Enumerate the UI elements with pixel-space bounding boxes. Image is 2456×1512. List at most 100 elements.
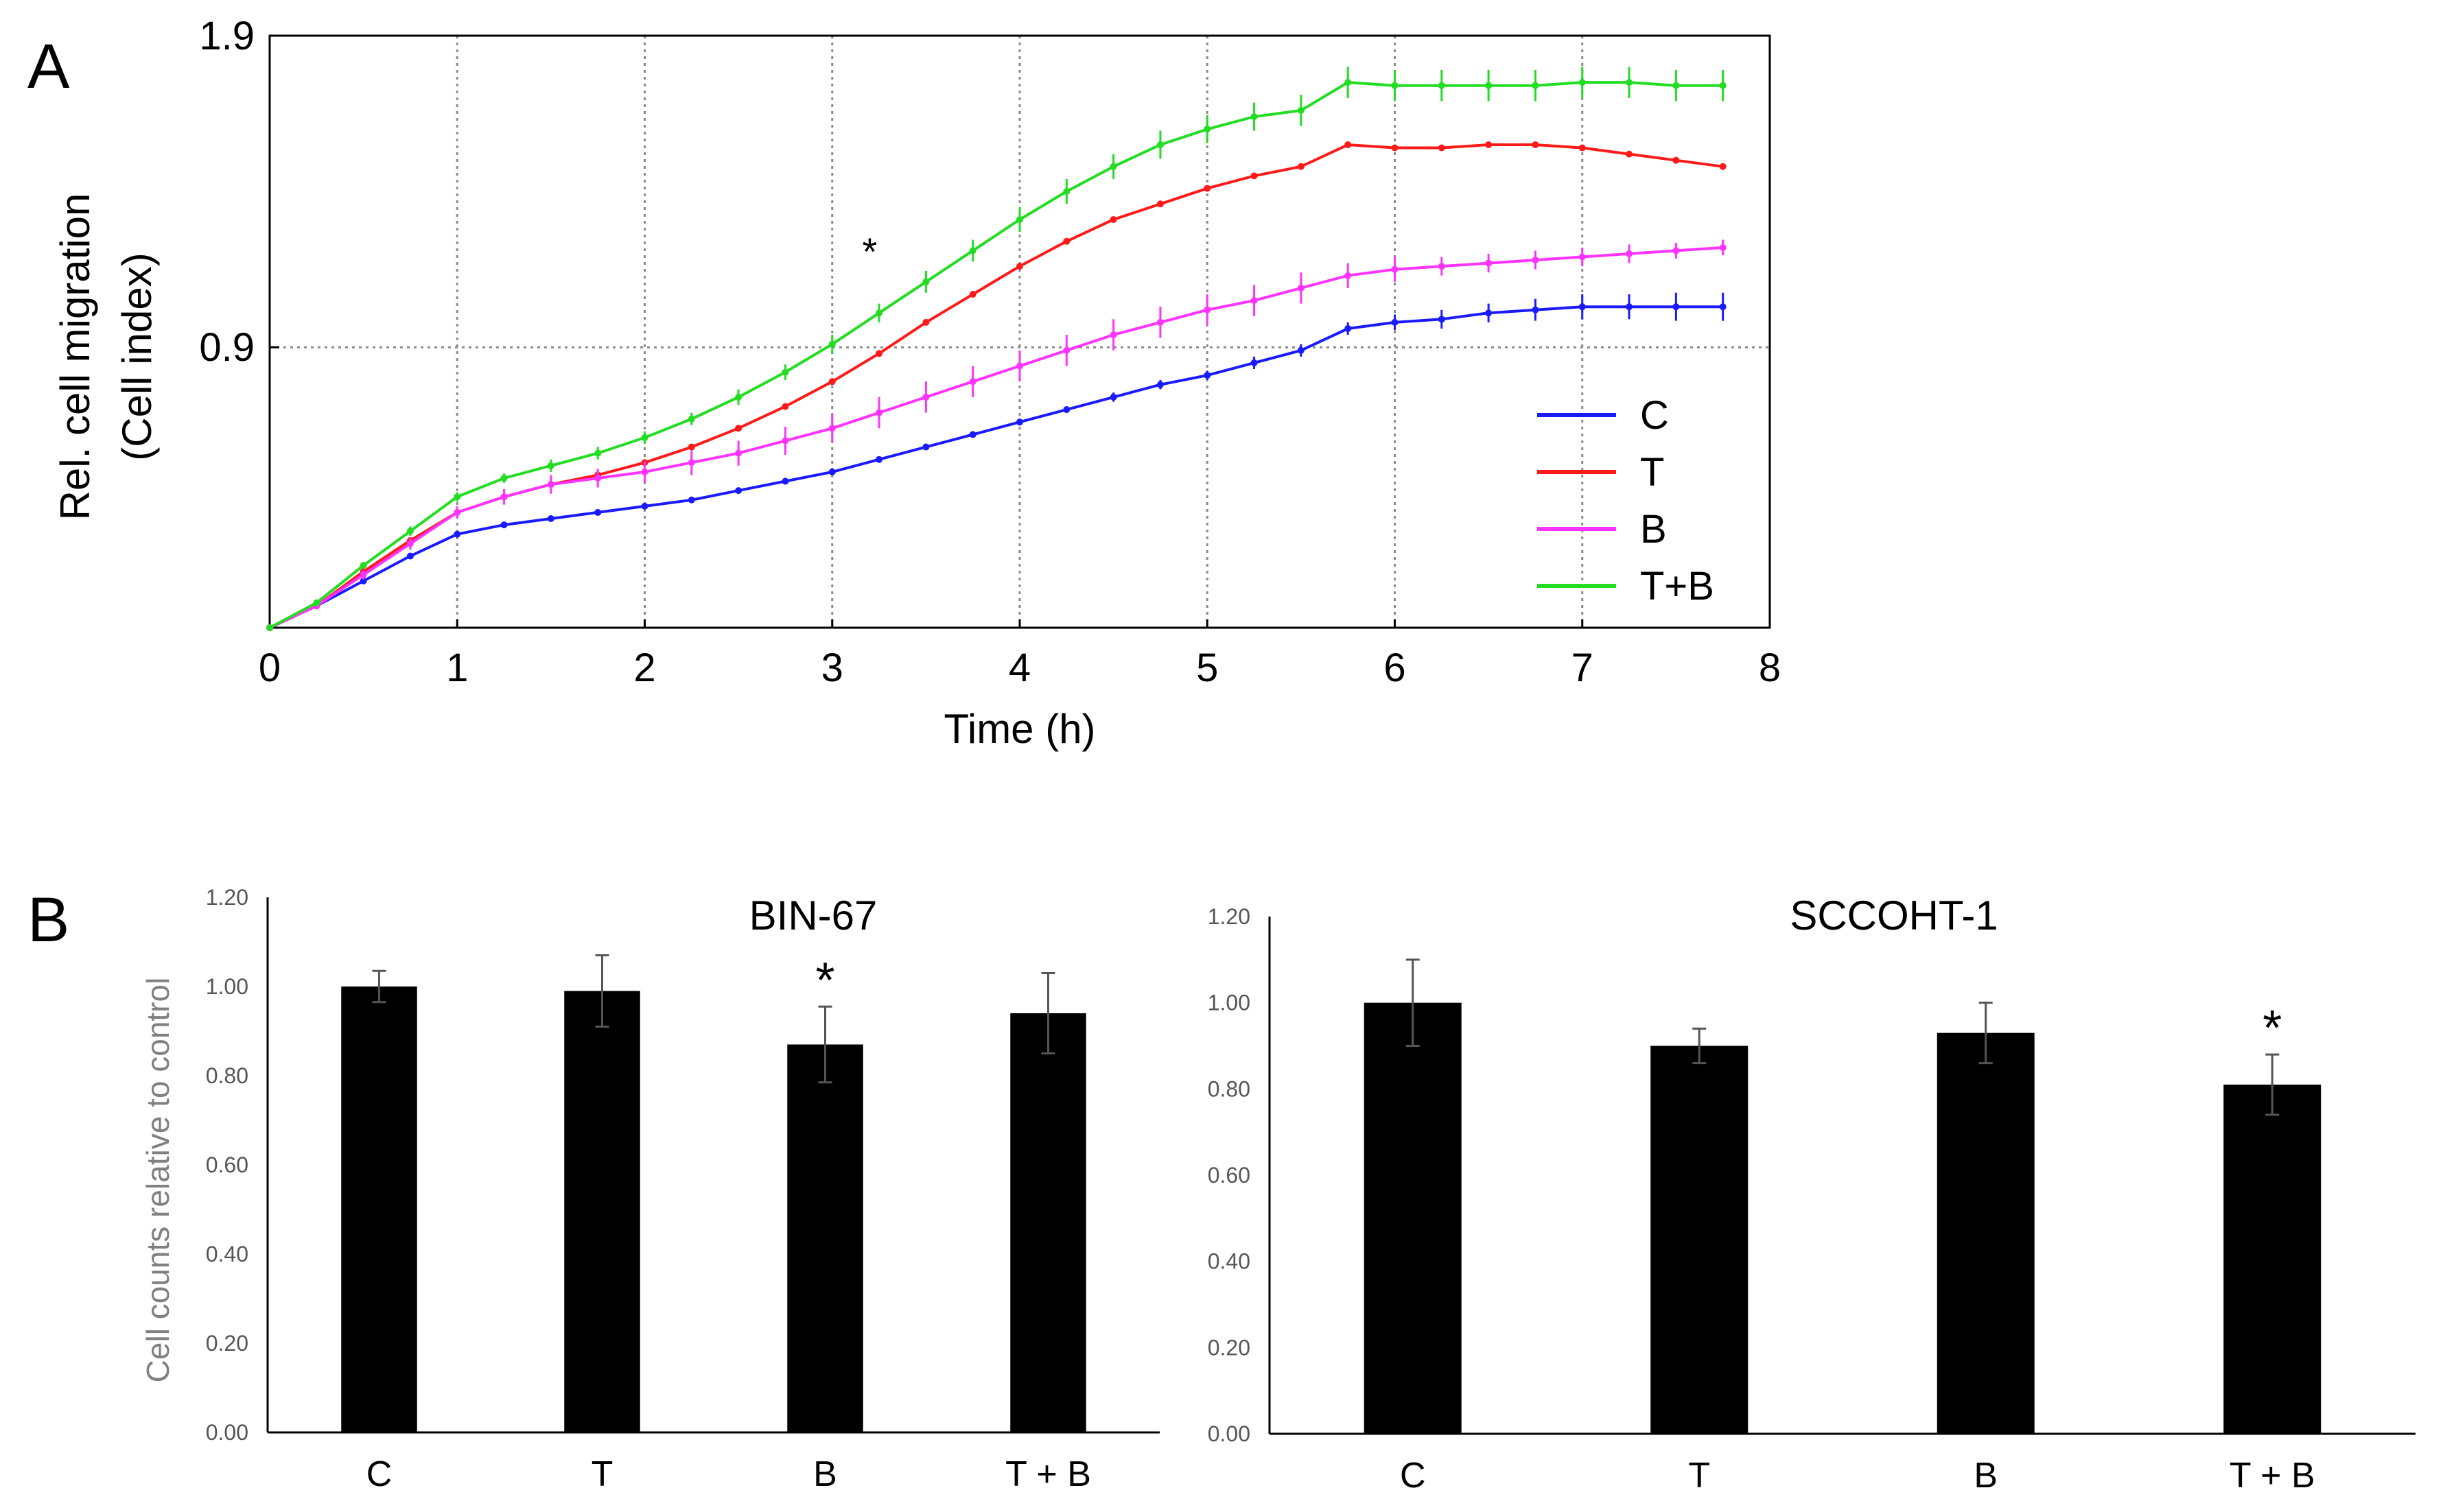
x-tick-label: 5 <box>1196 646 1218 690</box>
data-point <box>1391 318 1399 326</box>
x-tick-label: T <box>1688 1456 1710 1496</box>
data-point <box>1485 82 1493 89</box>
data-point <box>876 456 883 463</box>
data-point <box>1719 303 1727 311</box>
data-point <box>1578 303 1586 311</box>
data-point <box>594 508 602 516</box>
y-tick-label: 0.20 <box>206 1331 248 1356</box>
data-point <box>1578 253 1586 261</box>
data-point <box>1110 163 1117 170</box>
data-point <box>594 449 602 457</box>
data-point <box>876 309 883 317</box>
data-point <box>1485 309 1493 317</box>
data-point <box>782 437 789 445</box>
y-tick-label: 0.80 <box>206 1063 248 1088</box>
data-point <box>922 443 930 451</box>
chart-title: SCCOHT-1 <box>1790 893 1998 938</box>
data-point <box>1438 316 1445 323</box>
x-tick-label: B <box>1974 1456 1998 1496</box>
data-point <box>547 462 554 469</box>
data-point <box>1578 79 1586 86</box>
bar <box>1937 1032 2035 1434</box>
data-point <box>1204 185 1211 192</box>
legend-label: T+B <box>1640 564 1714 609</box>
data-point <box>641 434 648 441</box>
series-lines <box>266 67 1727 631</box>
data-point <box>1391 82 1399 89</box>
data-point <box>1344 141 1352 148</box>
x-tick-label: 2 <box>633 646 655 690</box>
data-point <box>688 443 695 451</box>
data-point <box>1391 265 1399 273</box>
data-point <box>1719 244 1727 251</box>
data-point <box>828 340 836 348</box>
bar <box>787 1044 863 1432</box>
legend-label: C <box>1640 393 1669 438</box>
data-point <box>876 409 883 416</box>
panel-label-b: B <box>27 885 69 955</box>
data-point <box>1016 362 1023 370</box>
data-point <box>1063 237 1071 245</box>
data-point <box>876 350 883 357</box>
data-point <box>1156 318 1164 326</box>
data-point <box>688 459 695 466</box>
y-tick-label: 1.20 <box>206 885 248 910</box>
data-point <box>922 393 930 401</box>
data-point <box>1672 156 1680 164</box>
x-tick-label: 3 <box>821 646 843 690</box>
y-axis-label-line2: (Cell index) <box>114 252 160 460</box>
data-point <box>360 577 367 584</box>
series-b <box>266 239 1727 631</box>
data-point <box>406 552 414 560</box>
series-line <box>269 81 1723 629</box>
y-tick-label: 0.9 <box>199 325 255 370</box>
data-point <box>1344 79 1352 86</box>
data-point <box>454 508 461 516</box>
data-point <box>1204 306 1211 314</box>
data-point <box>1016 263 1023 270</box>
grid-lines <box>270 34 1770 628</box>
data-point <box>1063 188 1071 196</box>
data-point <box>594 474 602 482</box>
significance-asterisk: * <box>815 953 834 1008</box>
data-point <box>828 378 836 386</box>
data-point <box>360 562 367 569</box>
x-tick-label: 6 <box>1383 646 1405 690</box>
y-tick-label: 0.00 <box>1208 1421 1250 1446</box>
data-point <box>1532 306 1539 314</box>
bin67-bar-chart: BIN-67 Cell counts relative to control 0… <box>140 885 1160 1494</box>
data-point <box>1344 272 1352 279</box>
y-tick-label: 0.40 <box>206 1242 248 1266</box>
data-point <box>641 502 648 510</box>
y-tick-label: 0.60 <box>206 1153 248 1177</box>
data-point <box>922 318 930 326</box>
migration-line-chart: 0 1 2 3 4 5 6 7 8 0.9 1.9 Time (h) Rel. cell migr… <box>52 14 1781 752</box>
data-point <box>1672 247 1680 255</box>
x-tick-label: C <box>1400 1456 1426 1496</box>
data-point <box>454 493 461 501</box>
y-tick-label: 1.00 <box>1208 991 1250 1015</box>
data-point <box>1156 381 1164 388</box>
y-axis-ticks: 0.9 1.9 <box>199 14 279 370</box>
data-point <box>1156 200 1164 208</box>
data-point <box>1391 144 1399 152</box>
data-point <box>1626 250 1633 257</box>
data-point <box>1297 346 1305 354</box>
data-point <box>500 474 508 482</box>
data-point <box>969 431 976 438</box>
data-point <box>406 528 414 535</box>
data-point <box>828 468 836 475</box>
x-tick-label: 1 <box>446 646 468 690</box>
bar <box>1650 1046 1749 1434</box>
bar <box>1364 1002 1462 1434</box>
x-tick-label: B <box>813 1454 837 1494</box>
data-point <box>1250 359 1258 366</box>
x-tick-label: T + B <box>2230 1456 2315 1496</box>
series-c <box>266 292 1727 631</box>
x-tick-label: T + B <box>1005 1454 1091 1494</box>
data-point <box>1626 150 1633 158</box>
bar <box>1010 1013 1086 1432</box>
series-line <box>269 143 1723 629</box>
data-point <box>500 493 508 501</box>
data-point <box>1626 303 1633 311</box>
